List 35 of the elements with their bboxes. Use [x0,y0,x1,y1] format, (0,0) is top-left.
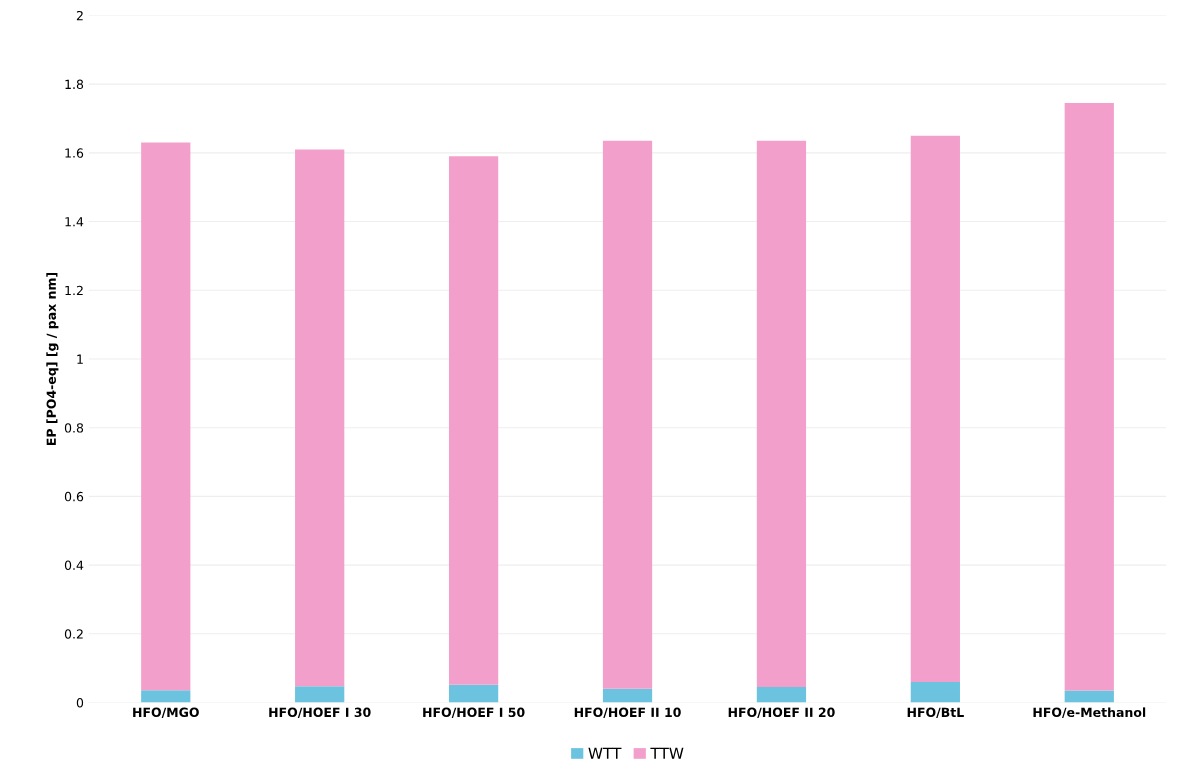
y-tick-label: 1.6 [65,148,84,158]
bar [910,135,960,682]
bar [1064,690,1114,703]
x-tick-label: HFO/HOEF II 10 [574,707,681,719]
bar [141,142,191,691]
y-tick-label: 0.8 [64,423,84,433]
x-tick-label: HFO/HOEF I 30 [269,707,371,719]
y-axis-title: EP [PO4-eq] [g / pax nm] [46,272,59,445]
x-tick-label: HFO/HOEF I 50 [423,707,525,719]
x-tick-label: HFO/MGO [133,707,199,719]
x-tick-label: HFO/HOEF II 20 [728,707,835,719]
bar [756,140,807,688]
bar [756,687,807,703]
bar [295,149,345,687]
y-tick-label: 0 [76,697,84,708]
y-tick-label: 1.8 [65,79,84,90]
y-tick-label: 2 [76,10,83,21]
y-tick-label: 0.4 [64,560,84,571]
bar [602,688,653,703]
bar [448,156,499,685]
bar [602,140,653,689]
bar [910,681,960,703]
bar [1064,103,1114,691]
bar [295,686,345,703]
y-tick-label: 1.2 [65,285,83,296]
legend-label: TTW [650,747,684,759]
bar [141,690,191,703]
y-tick-label: 1.4 [65,217,84,227]
y-tick-label: 0.2 [64,629,83,639]
y-tick-label: 1 [77,354,83,364]
x-tick-label: HFO/e-Methanol [1033,707,1146,719]
bar [448,684,499,703]
legend-label: WTT [588,747,622,759]
x-tick-label: HFO/BtL [907,707,964,719]
y-tick-label: 0.6 [64,491,84,502]
